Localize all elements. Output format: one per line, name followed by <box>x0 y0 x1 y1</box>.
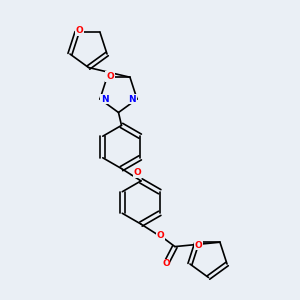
Text: N: N <box>101 94 109 103</box>
Text: O: O <box>162 260 170 268</box>
Text: O: O <box>134 168 142 177</box>
Text: O: O <box>106 72 114 81</box>
Text: O: O <box>157 231 164 240</box>
Text: N: N <box>128 94 136 103</box>
Text: O: O <box>76 26 83 35</box>
Text: O: O <box>195 241 203 250</box>
